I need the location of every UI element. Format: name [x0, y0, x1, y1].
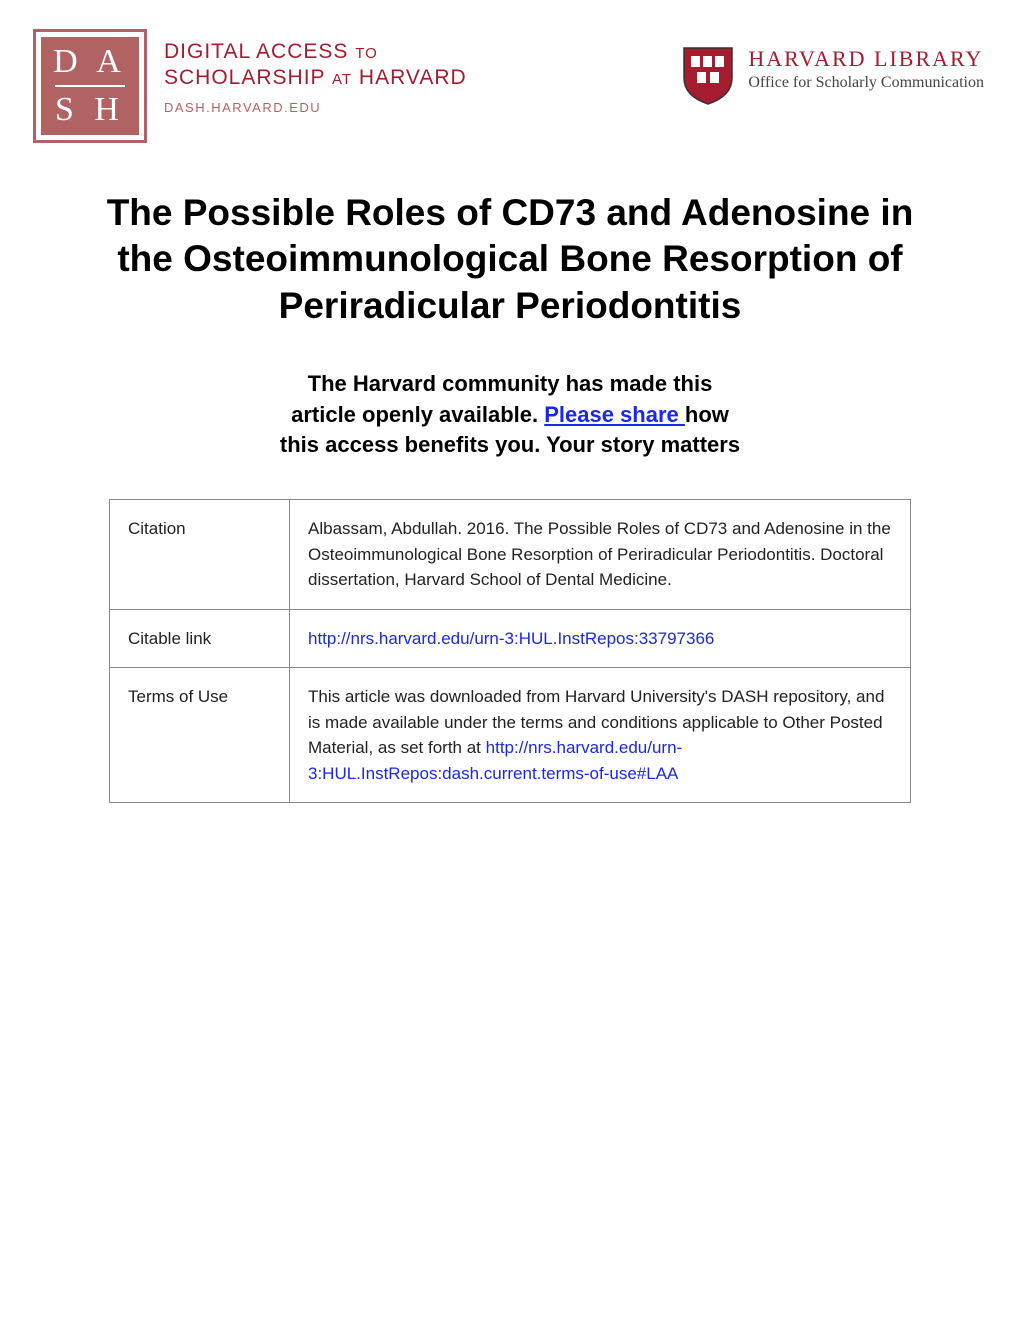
- library-text: HARVARD LIBRARY Office for Scholarly Com…: [748, 44, 984, 92]
- please-share-link[interactable]: Please share: [544, 402, 685, 427]
- dash-line2: SCHOLARSHIP AT HARVARD: [164, 66, 467, 90]
- dash-line2-main: SCHOLARSHIP: [164, 66, 325, 89]
- dash-logo-divider: [55, 85, 125, 87]
- library-subtitle: Office for Scholarly Communication: [748, 74, 984, 92]
- page-header: D A S H DIGITAL ACCESS TO SCHOLARSHIP AT…: [36, 32, 984, 140]
- availability-line2a: article openly available.: [291, 402, 544, 427]
- dash-logo-row1: D A: [53, 45, 127, 79]
- dash-line1: DIGITAL ACCESS TO: [164, 40, 467, 64]
- paper-title: The Possible Roles of CD73 and Adenosine…: [76, 190, 944, 329]
- terms-value: This article was downloaded from Harvard…: [290, 668, 911, 803]
- dash-line1-main: DIGITAL ACCESS: [164, 40, 348, 63]
- dash-logo-icon: D A S H: [36, 32, 144, 140]
- dash-logo-row2: S H: [55, 93, 125, 127]
- dash-text-block: DIGITAL ACCESS TO SCHOLARSHIP AT HARVARD…: [164, 32, 467, 115]
- availability-line1: The Harvard community has made this: [308, 371, 713, 396]
- citation-value: Albassam, Abdullah. 2016. The Possible R…: [290, 500, 911, 610]
- citable-link-label: Citable link: [110, 609, 290, 668]
- library-title: HARVARD LIBRARY: [748, 46, 984, 72]
- dash-line2-end: HARVARD: [359, 66, 467, 89]
- citable-link-value: http://nrs.harvard.edu/urn-3:HUL.InstRep…: [290, 609, 911, 668]
- table-row: Terms of Use This article was downloaded…: [110, 668, 911, 803]
- dash-line1-small: TO: [355, 45, 378, 62]
- citation-label: Citation: [110, 500, 290, 610]
- dash-line2-small: AT: [332, 71, 352, 88]
- harvard-shield-icon: [682, 44, 734, 106]
- metadata-table: Citation Albassam, Abdullah. 2016. The P…: [109, 499, 911, 803]
- harvard-library-block: HARVARD LIBRARY Office for Scholarly Com…: [682, 32, 984, 106]
- terms-label: Terms of Use: [110, 668, 290, 803]
- dash-url: DASH.HARVARD.EDU: [164, 100, 467, 115]
- availability-line3: this access benefits you. Your story mat…: [280, 432, 740, 457]
- table-row: Citation Albassam, Abdullah. 2016. The P…: [110, 500, 911, 610]
- availability-notice: The Harvard community has made this arti…: [156, 369, 864, 461]
- table-row: Citable link http://nrs.harvard.edu/urn-…: [110, 609, 911, 668]
- dash-logo-group: D A S H DIGITAL ACCESS TO SCHOLARSHIP AT…: [36, 32, 467, 140]
- citable-link[interactable]: http://nrs.harvard.edu/urn-3:HUL.InstRep…: [308, 629, 714, 648]
- availability-line2b: how: [685, 402, 729, 427]
